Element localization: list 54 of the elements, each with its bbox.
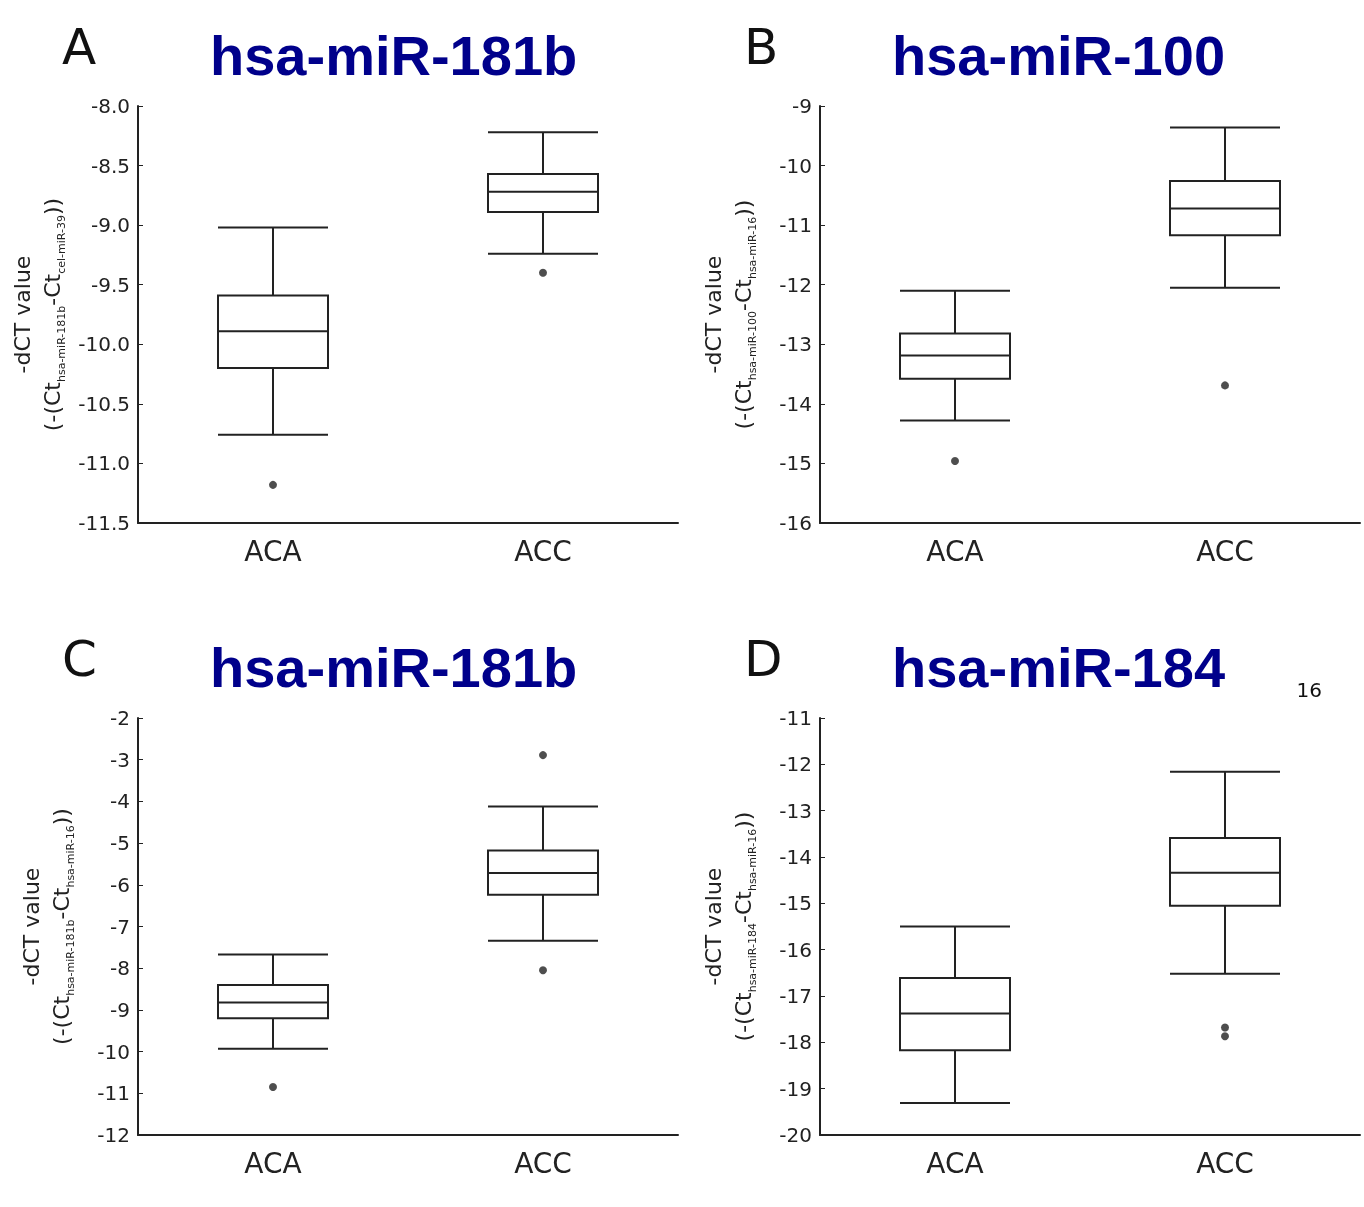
y-tick-label: -12: [779, 752, 812, 777]
y-tick-label: -14: [779, 845, 812, 869]
chart-title: hsa-miR-181b: [210, 635, 578, 699]
y-tick-label: -18: [779, 1030, 812, 1055]
x-tick-label: ACC: [1196, 534, 1254, 568]
text: C: [62, 630, 97, 688]
y-tick-label: -11.5: [78, 511, 130, 535]
x-tick-label: ACC: [514, 1146, 572, 1180]
y-tick-label: -12: [97, 1123, 130, 1147]
text: B: [744, 18, 779, 76]
y-tick-label: -13: [779, 332, 812, 357]
y-tick-label: -7: [110, 914, 130, 939]
y-tick-label: -16: [779, 937, 812, 962]
y-tick-label: -9.5: [90, 272, 130, 297]
y-tick-label: -8: [110, 956, 130, 981]
y-tick-label: -9.0: [90, 213, 130, 238]
y-tick-label: -13: [779, 798, 812, 823]
y-tick-label: -3: [110, 747, 130, 772]
y-tick-label: -5: [110, 831, 130, 856]
chart-title: hsa-miR-100: [892, 23, 1226, 87]
y-tick-label: -4: [110, 789, 130, 814]
y-tick-label: -17: [779, 984, 812, 1008]
x-tick-label: ACC: [1196, 1146, 1254, 1180]
x-tick-label: ACC: [514, 534, 572, 568]
x-tick-label: ACA: [926, 1146, 984, 1180]
y-tick-label: -8.0: [90, 94, 130, 118]
y-tick-label: -6: [110, 872, 130, 897]
y-tick-label: -10: [97, 1039, 130, 1064]
y-tick-label: -2: [110, 706, 130, 730]
y-tick-label: -19: [779, 1076, 812, 1101]
y-tick-label: -15: [779, 451, 812, 476]
y-tick-label: -8.5: [90, 153, 130, 178]
y-tick-label: -20: [779, 1123, 812, 1147]
y-tick-label: -16: [779, 511, 812, 535]
y-tick-label: -12: [779, 272, 812, 297]
text: D: [744, 630, 783, 688]
y-tick-label: -15: [779, 891, 812, 916]
text: A: [62, 18, 97, 76]
y-tick-label: -9: [792, 94, 812, 118]
y-tick-label: -11: [779, 213, 812, 238]
x-tick-label: ACA: [244, 1146, 302, 1180]
x-tick-label: ACA: [244, 534, 302, 568]
chart-title: hsa-miR-184: [892, 635, 1226, 699]
y-tick-label: -11: [97, 1081, 130, 1106]
y-tick-label: -10.0: [78, 332, 130, 357]
chart-title: hsa-miR-181b: [210, 23, 578, 87]
y-tick-label: -11.0: [78, 451, 130, 476]
y-tick-label: -10: [779, 153, 812, 178]
x-tick-label: ACA: [926, 534, 984, 568]
y-tick-label: -14: [779, 391, 812, 416]
y-tick-label: -9: [110, 997, 130, 1022]
y-tick-label: -10.5: [78, 391, 130, 416]
y-tick-label: -11: [779, 706, 812, 730]
text: 16: [1296, 678, 1322, 702]
